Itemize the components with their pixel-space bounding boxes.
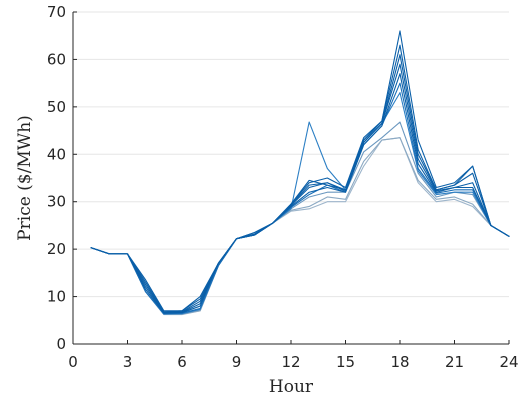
- x-tick-label: 15: [336, 353, 355, 371]
- y-tick-label: 40: [47, 145, 66, 163]
- y-tick-label: 70: [47, 3, 66, 21]
- x-tick-label: 6: [177, 353, 187, 371]
- y-tick-label: 60: [47, 50, 66, 68]
- series-layer: [90, 30, 510, 316]
- x-tick-label: 21: [445, 353, 464, 371]
- y-tick-label: 10: [47, 288, 66, 306]
- x-tick-label: 3: [123, 353, 133, 371]
- series-line: [90, 30, 510, 312]
- y-tick-label: 50: [47, 98, 66, 116]
- series-line: [90, 44, 510, 313]
- y-tick-label: 0: [56, 335, 66, 353]
- label-layer: Hour Price ($/MWh): [15, 115, 314, 397]
- x-axis-label: Hour: [269, 377, 314, 397]
- x-tick-label: 18: [390, 353, 409, 371]
- grid-layer: [73, 11, 509, 298]
- series-line: [90, 54, 510, 313]
- axis-layer: 0 10 20 30 40 50 60 70 0 3 6 9 12 15 18 21 24: [47, 3, 519, 371]
- series-line: [90, 121, 510, 315]
- x-tick-label: 0: [68, 353, 78, 371]
- y-tick-label: 30: [47, 193, 66, 211]
- x-tick-label: 12: [281, 353, 300, 371]
- y-axis-label: Price ($/MWh): [15, 115, 35, 241]
- x-tick-label: 24: [499, 353, 518, 371]
- y-tick-label: 20: [47, 240, 66, 258]
- x-tick-label: 9: [232, 353, 242, 371]
- series-line: [90, 63, 510, 314]
